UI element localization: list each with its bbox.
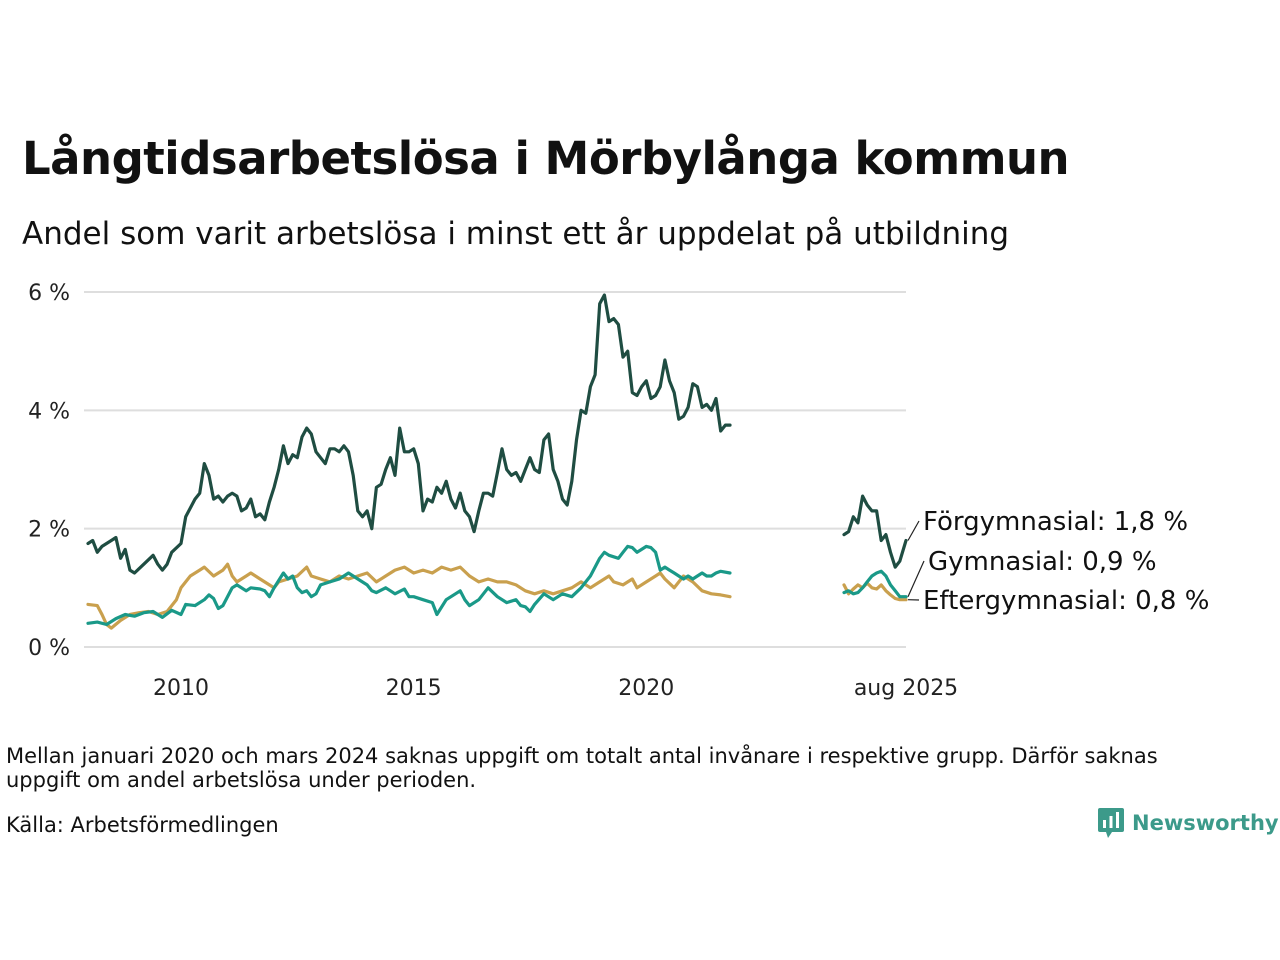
newsworthy-logo: Newsworthy bbox=[1098, 808, 1279, 838]
series-line-gymnasial bbox=[86, 544, 908, 627]
footnote: Mellan januari 2020 och mars 2024 saknas… bbox=[6, 744, 1158, 792]
newsworthy-icon bbox=[1098, 808, 1124, 838]
series-layer bbox=[86, 293, 908, 630]
x-tick-label: 2015 bbox=[386, 676, 442, 701]
series-line-eftergymnasial bbox=[86, 562, 908, 630]
y-tick-label: 4 % bbox=[28, 399, 70, 424]
source-note: Källa: Arbetsförmedlingen bbox=[6, 813, 279, 837]
leader-line bbox=[907, 520, 920, 541]
x-tick-label: 2020 bbox=[618, 676, 674, 701]
y-tick-label: 2 % bbox=[28, 518, 70, 543]
leader-line bbox=[907, 560, 925, 597]
x-tick-label: 2010 bbox=[153, 676, 209, 701]
label-layer: Förgymnasial: 1,8 % Gymnasial: 0,9 % Efter… bbox=[907, 507, 1209, 616]
brand-name: Newsworthy bbox=[1132, 811, 1279, 835]
chart-title: Långtidsarbetslösa i Mörbylånga kommun bbox=[22, 132, 1070, 185]
x-tick-label: aug 2025 bbox=[854, 676, 958, 701]
grid-layer: 0 % 2 % 4 % 6 % 2010 2015 2020 aug 2025 bbox=[28, 281, 958, 701]
chart-subtitle: Andel som varit arbetslösa i minst ett å… bbox=[22, 216, 1010, 252]
series-line-förgymnasial bbox=[86, 293, 908, 575]
line-chart: 0 % 2 % 4 % 6 % 2010 2015 2020 aug 2025 Förgymn… bbox=[28, 281, 1209, 701]
series-end-label: Förgymnasial: 1,8 % bbox=[923, 507, 1188, 537]
series-end-label: Gymnasial: 0,9 % bbox=[928, 547, 1157, 577]
y-tick-label: 0 % bbox=[28, 636, 70, 661]
y-tick-label: 6 % bbox=[28, 281, 70, 306]
series-end-label: Eftergymnasial: 0,8 % bbox=[923, 586, 1209, 616]
